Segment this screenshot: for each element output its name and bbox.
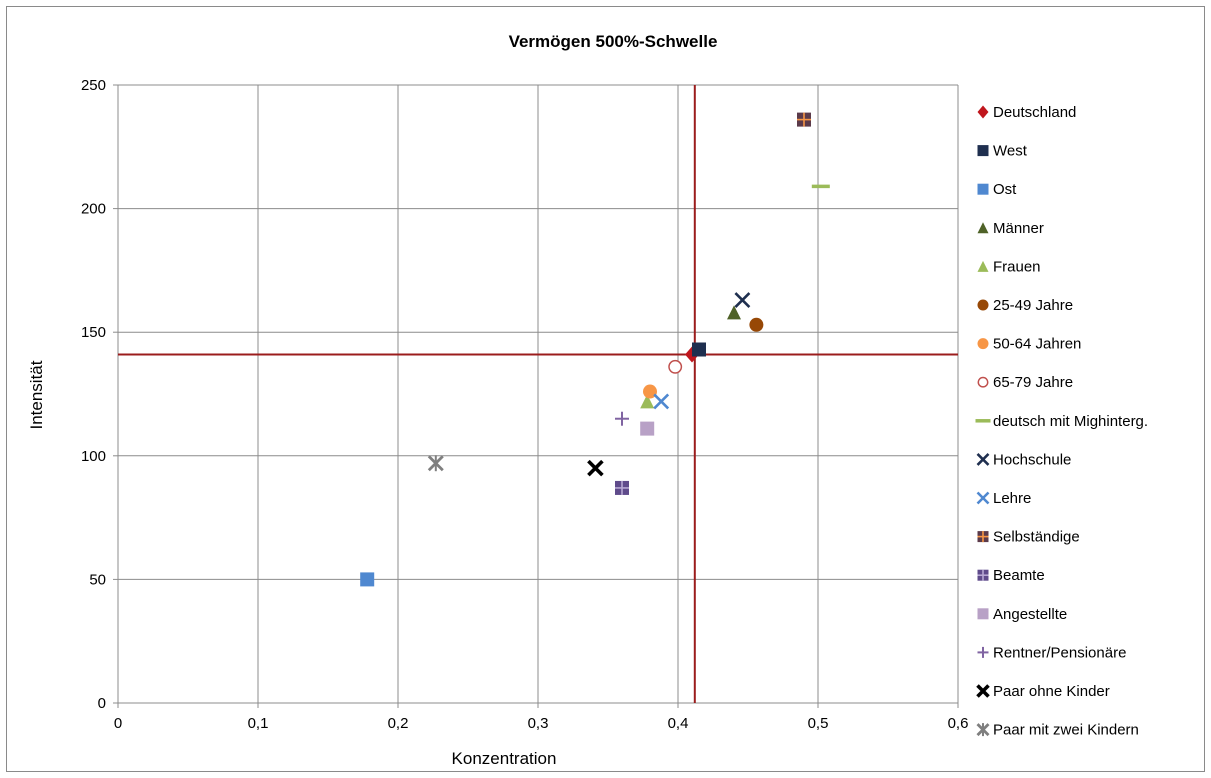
legend-item-west: West [977,143,1028,160]
legend-marker [977,222,989,234]
point-frauen [640,394,655,409]
legend-label: West [993,143,1028,160]
point-65-79-jahre [668,359,683,374]
point-beamte [615,480,629,495]
legend-label: Paar mit zwei Kindern [993,722,1139,739]
x-tick-label: 0,1 [248,715,269,732]
y-tick-label: 200 [81,201,106,218]
x-tick-label: 0,5 [808,715,829,732]
legend-marker [977,338,989,350]
point-paar-ohne-kinder [587,459,604,477]
legend-marker [977,260,989,272]
legend-item-paar-ohne-kinder: Paar ohne Kinder [976,683,1110,700]
legend-label: Beamte [993,567,1045,584]
x-tick-label: 0,2 [388,715,409,732]
legend-marker [976,452,990,466]
legend-item-25-49-jahre: 25-49 Jahre [977,297,1073,314]
legend-label: Männer [993,220,1044,237]
y-axis-title: Intensität [27,360,46,429]
legend-item-ost: Ost [977,181,1017,198]
point-rentner-pensionare [615,411,629,426]
y-tick-label: 100 [81,448,106,465]
legend-label: Ost [993,181,1017,198]
point-angestellte [640,421,655,436]
legend-marker [977,531,989,543]
legend-item-selbstandige: Selbständige [977,529,1080,546]
legend-item-paar-mit-zwei-kindern: Paar mit zwei Kindern [976,722,1139,739]
legend-label: 25-49 Jahre [993,297,1073,314]
legend-marker [977,569,989,581]
point-ost [360,572,375,587]
x-tick-label: 0,6 [948,715,969,732]
legend-label: 50-64 Jahren [993,336,1081,353]
legend-marker [977,299,989,311]
legend-item-deutsch-mit-mighinterg: deutsch mit Mighinterg. [975,413,1148,430]
legend-label: Deutschland [993,104,1076,121]
legend-marker [976,723,990,737]
y-tick-label: 50 [89,571,106,588]
point-paar-mit-zwei-kindern [427,455,444,472]
legend-marker [977,376,989,388]
legend-item-rentner-pensionare: Rentner/Pensionäre [977,644,1126,661]
point-lehre [653,393,670,410]
legend-item-65-79-jahre: 65-79 Jahre [977,374,1073,391]
x-axis-title: Konzentration [452,749,557,768]
legend-label: Paar ohne Kinder [993,683,1110,700]
legend-label: Hochschule [993,451,1071,468]
x-tick-label: 0,4 [668,715,689,732]
point-west [692,342,706,357]
y-tick-label: 150 [81,324,106,341]
x-tick-label: 0 [114,715,122,732]
legend-marker [976,684,990,698]
y-tick-label: 0 [98,695,106,712]
y-tick-label: 250 [81,77,106,94]
legend: Deutschland West Ost Männer Frauen 25-49 Jahr… [975,104,1148,739]
point-hochschule [734,292,751,308]
legend-marker [977,608,989,620]
point-manner [727,305,741,320]
legend-label: Angestellte [993,606,1067,623]
point-selbstandige [797,112,811,127]
grid [113,84,959,708]
legend-item-hochschule: Hochschule [976,451,1071,468]
legend-marker [977,183,989,195]
legend-item-deutschland: Deutschland [977,104,1076,121]
legend-marker [977,105,989,119]
chart-frame [6,6,1205,772]
data-points [360,112,830,587]
legend-marker [977,145,989,157]
legend-item-50-64-jahren: 50-64 Jahren [977,336,1081,353]
legend-label: 65-79 Jahre [993,374,1073,391]
x-tick-label: 0,3 [528,715,549,732]
chart-title: Vermögen 500%-Schwelle [509,32,718,51]
tick-labels: 0 0,1 0,2 0,3 0,4 0,5 0,6 0 50 100 150 200 250 [81,77,968,732]
legend-item-beamte: Beamte [977,567,1045,584]
legend-label: Rentner/Pensionäre [993,644,1126,661]
point-50-64-jahren [643,384,657,399]
legend-label: deutsch mit Mighinterg. [993,413,1148,430]
legend-label: Lehre [993,490,1031,507]
legend-item-manner: Männer [977,220,1044,237]
point-25-49-jahre [749,317,764,332]
reference-lines [118,85,958,703]
legend-label: Selbständige [993,529,1080,546]
legend-item-frauen: Frauen [977,258,1041,275]
legend-item-lehre: Lehre [976,490,1031,507]
legend-marker [976,491,990,505]
legend-marker [977,646,989,658]
legend-label: Frauen [993,258,1041,275]
legend-item-angestellte: Angestellte [977,606,1067,623]
